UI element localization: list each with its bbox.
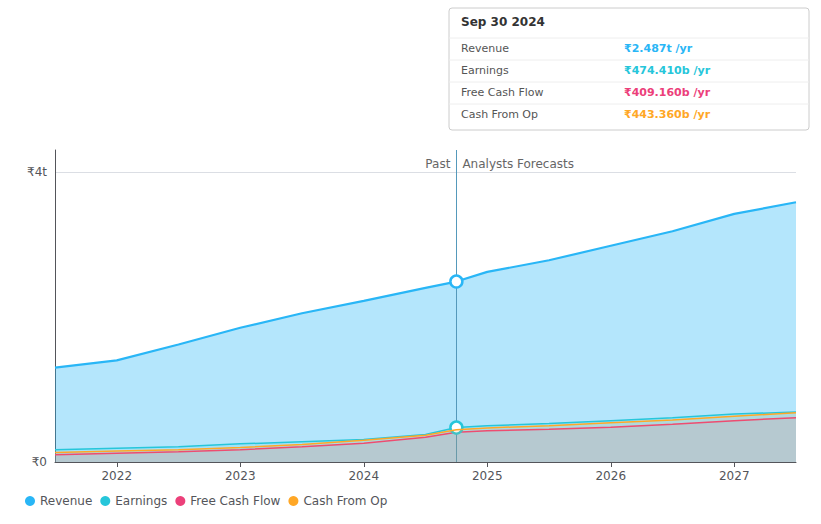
svg-text:₹0: ₹0 (32, 455, 47, 469)
svg-text:Analysts Forecasts: Analysts Forecasts (462, 157, 574, 171)
svg-text:₹2.487t /yr: ₹2.487t /yr (624, 42, 693, 55)
svg-text:Revenue: Revenue (40, 494, 92, 508)
svg-text:Earnings: Earnings (115, 494, 167, 508)
svg-text:2022: 2022 (101, 469, 132, 483)
svg-text:2026: 2026 (595, 469, 626, 483)
svg-text:Cash From Op: Cash From Op (461, 108, 538, 121)
svg-text:2023: 2023 (225, 469, 256, 483)
svg-text:₹409.160b /yr: ₹409.160b /yr (624, 86, 711, 99)
svg-text:Sep 30 2024: Sep 30 2024 (461, 15, 545, 29)
svg-text:2027: 2027 (719, 469, 750, 483)
svg-text:₹443.360b /yr: ₹443.360b /yr (624, 108, 711, 121)
svg-text:₹4t: ₹4t (27, 165, 47, 179)
svg-text:Free Cash Flow: Free Cash Flow (190, 494, 280, 508)
svg-text:2025: 2025 (472, 469, 503, 483)
svg-text:₹474.410b /yr: ₹474.410b /yr (624, 64, 711, 77)
svg-text:Cash From Op: Cash From Op (303, 494, 387, 508)
svg-text:Earnings: Earnings (461, 64, 509, 77)
svg-text:Free Cash Flow: Free Cash Flow (461, 86, 544, 99)
svg-text:Past: Past (425, 157, 450, 171)
svg-text:2024: 2024 (348, 469, 379, 483)
svg-text:Revenue: Revenue (461, 42, 509, 55)
